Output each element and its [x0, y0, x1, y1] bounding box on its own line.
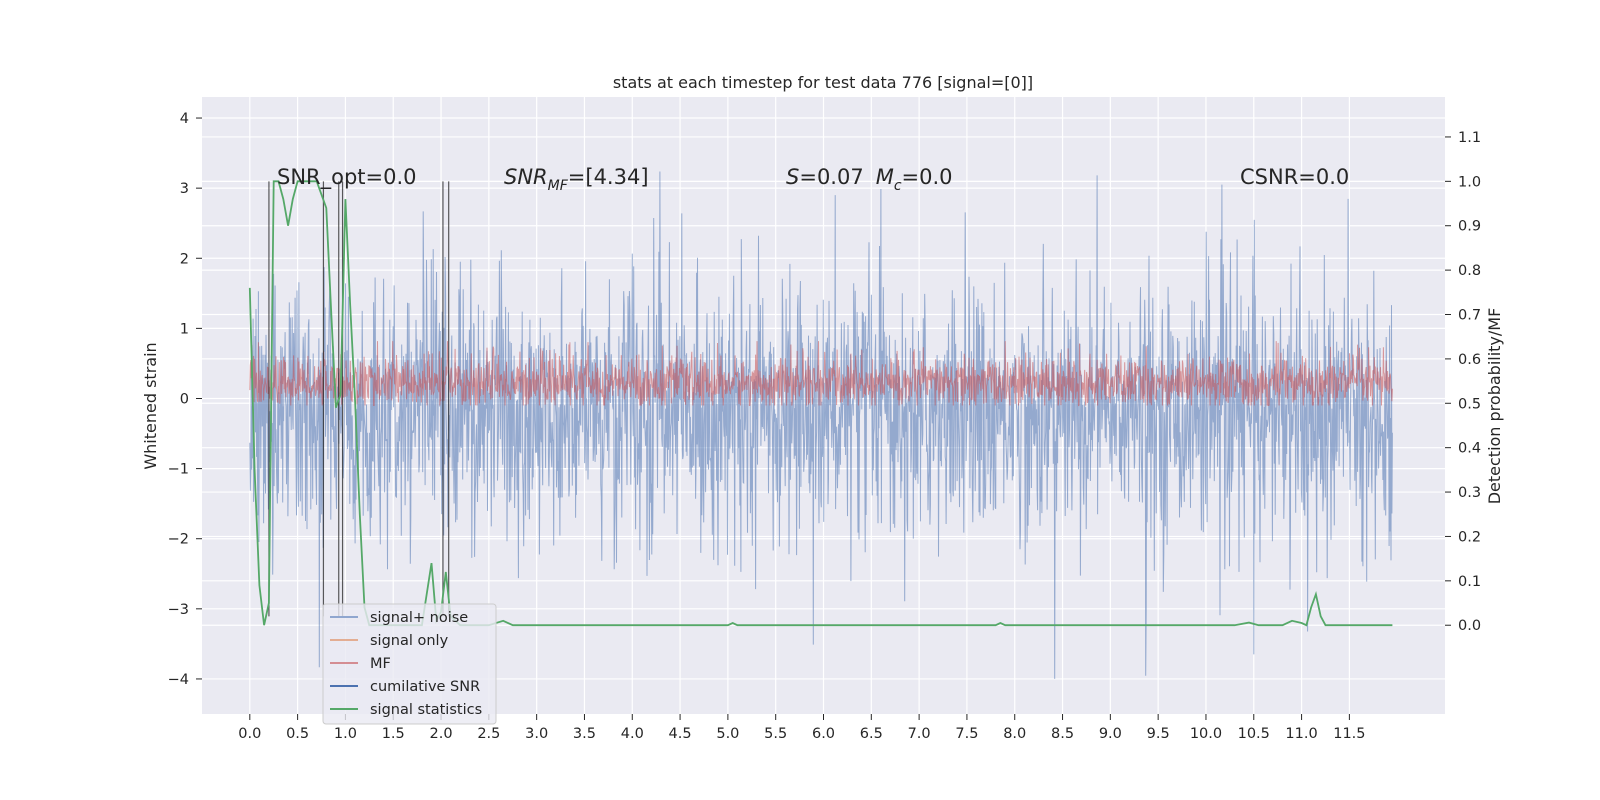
y-tick-label-left: 3: [180, 181, 189, 197]
legend-box: [322, 603, 497, 725]
x-tick-label: 0.0: [238, 726, 261, 742]
x-tick-label: 1.5: [382, 726, 405, 742]
x-tick-label: 7.5: [955, 726, 978, 742]
x-tick-label: 2.0: [430, 726, 453, 742]
y-tick-label-left: 1: [180, 321, 189, 337]
y-tick-label-right: 0.5: [1458, 396, 1481, 412]
y-tick-label-left: 0: [180, 391, 189, 407]
y-tick-label-left: 4: [180, 111, 189, 127]
series-vertical-markers: [268, 181, 450, 617]
y-tick-label-right: 0.7: [1458, 308, 1481, 324]
x-tick-label: 9.5: [1147, 726, 1170, 742]
y-tick-label-right: 0.4: [1458, 441, 1481, 457]
line-signal-noise: [249, 171, 1393, 679]
x-tick-label: 11.0: [1285, 726, 1317, 742]
x-tick-label: 5.5: [764, 726, 787, 742]
y-tick-label-right: 0.2: [1458, 529, 1481, 545]
series-signal-noise: [249, 171, 1393, 679]
y-tick-label-right: 0.1: [1458, 574, 1481, 590]
y-tick-label-left: 2: [180, 251, 189, 267]
x-tick-label: 5.0: [716, 726, 739, 742]
line-mf: [249, 341, 1393, 407]
legend-label-mf: MF: [370, 656, 391, 672]
y-tick-label-right: 0.0: [1458, 618, 1481, 634]
x-tick-label: 10.0: [1190, 726, 1222, 742]
annotation-s-mc: S=0.07 Mc=0.0: [786, 165, 953, 194]
x-tick-label: 8.0: [1003, 726, 1026, 742]
y-tick-label-left: −1: [168, 462, 189, 478]
x-tick-label: 8.5: [1051, 726, 1074, 742]
x-tick-label: 7.0: [908, 726, 931, 742]
x-tick-label: 6.0: [812, 726, 835, 742]
s-label: S: [786, 165, 799, 189]
y-tick-label-right: 0.8: [1458, 263, 1481, 279]
y-tick-label-left: −2: [168, 532, 189, 548]
annotation-snr-mf: SNRMF=[4.34]: [504, 165, 649, 194]
s-value: =0.07: [799, 165, 863, 189]
chart-title: stats at each timestep for test data 776…: [613, 73, 1033, 92]
legend-label-signal-only: signal only: [370, 633, 449, 649]
snr-mf-sub: MF: [548, 178, 569, 194]
x-tick-label: 0.5: [286, 726, 309, 742]
legend: signal+ noise signal only MF cumilative …: [322, 603, 497, 725]
annotation-snr-opt: SNR_opt=0.0: [277, 165, 417, 190]
y-tick-label-right: 1.1: [1458, 130, 1481, 146]
y-axis-label-right: Detection probability/MF: [1485, 308, 1504, 505]
x-tick-label: 3.5: [573, 726, 596, 742]
annotation-csnr: CSNR=0.0: [1240, 165, 1349, 189]
legend-label-signal-noise: signal+ noise: [370, 610, 468, 626]
y-tick-label-left: −4: [168, 672, 189, 688]
mc-sub: c: [894, 178, 902, 194]
x-tick-label: 3.0: [525, 726, 548, 742]
x-tick-label: 2.5: [477, 726, 500, 742]
snr-mf-prefix: SNR: [504, 165, 548, 189]
x-tick-label: 4.0: [621, 726, 644, 742]
snr-mf-value: =[4.34]: [568, 165, 649, 189]
x-tick-label: 9.0: [1099, 726, 1122, 742]
x-tick-label: 1.0: [334, 726, 357, 742]
mc-label: M: [876, 165, 894, 189]
legend-label-signal-statistics: signal statistics: [370, 702, 482, 718]
axis-ticks: 0.0 0.5 1.0 1.5 2.0 2.5 3.0 3.5 4.0 4.5 5.0 5.5 6.0 6…: [168, 111, 1481, 742]
y-axis-label-left: Whitened strain: [141, 342, 160, 469]
series-mf: [249, 341, 1393, 407]
y-tick-label-right: 0.3: [1458, 485, 1481, 501]
y-tick-label-left: −3: [168, 602, 189, 618]
legend-label-cumilative-snr: cumilative SNR: [370, 679, 480, 695]
y-tick-label-right: 1.0: [1458, 174, 1481, 190]
x-tick-label: 10.5: [1238, 726, 1270, 742]
y-tick-label-right: 0.9: [1458, 219, 1481, 235]
mc-value: =0.0: [902, 165, 953, 189]
y-tick-label-right: 0.6: [1458, 352, 1481, 368]
x-tick-label: 6.5: [860, 726, 883, 742]
x-tick-label: 11.5: [1333, 726, 1365, 742]
x-tick-label: 4.5: [669, 726, 692, 742]
